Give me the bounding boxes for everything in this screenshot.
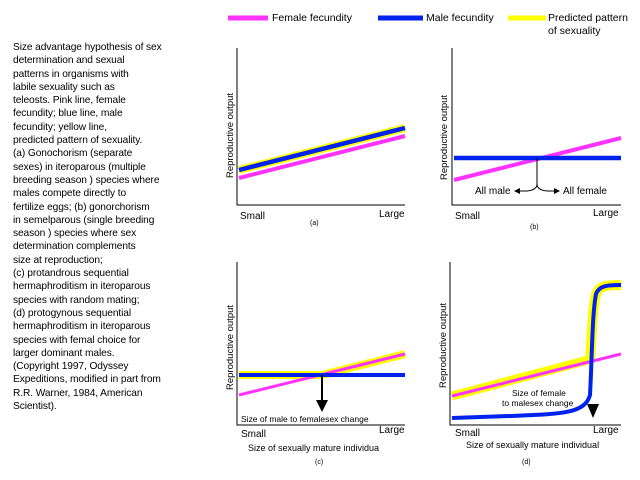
panel-a-male-line xyxy=(238,125,406,173)
panel-a-female-line xyxy=(238,134,406,180)
panel-c-axes xyxy=(236,262,405,426)
panel-c-tag: (c) xyxy=(315,459,324,466)
panel-b-ylabel: Reproductive output xyxy=(439,94,450,180)
panel-d-annotation-line2: to malesex change xyxy=(502,398,574,408)
panel-d-change-arrowhead xyxy=(587,404,599,418)
panel-d-xlabel: Size of sexually mature individual xyxy=(466,440,600,450)
panel-d-ylabel: Reproductive output xyxy=(438,302,449,388)
panel-c-xlabel: Size of sexually mature individua xyxy=(248,443,380,453)
panel-b-all-female-label: All female xyxy=(563,186,607,197)
panel-a-small-label: Small xyxy=(240,211,266,222)
panel-d-male-curve xyxy=(451,283,622,420)
panel-a xyxy=(236,48,406,206)
panel-b-right-brace xyxy=(536,183,556,192)
legend-predicted-label-2: of sexuality xyxy=(548,25,601,37)
panel-b-right-arrowhead xyxy=(554,188,560,194)
panel-b-small-label: Small xyxy=(455,211,481,222)
panel-d xyxy=(449,262,622,426)
panel-d-annotation-line1: Size of female xyxy=(512,388,566,398)
panel-a-axes xyxy=(236,48,405,206)
panel-a-ylabel: Reproductive output xyxy=(225,92,236,178)
figure-caption: Size advantage hypothesis of sex determi… xyxy=(13,42,162,413)
panel-c xyxy=(236,262,406,426)
panel-b-tag: (b) xyxy=(530,224,539,231)
panel-b-left-arrowhead xyxy=(514,188,520,194)
panel-d-tag: (d) xyxy=(522,459,531,466)
panel-a-large-label: Large xyxy=(379,209,405,220)
legend-predicted-label-1: Predicted pattern xyxy=(548,12,628,24)
panel-c-large-label: Large xyxy=(379,425,405,436)
panel-b-large-label: Large xyxy=(593,208,619,219)
panel-d-large-label: Large xyxy=(593,425,619,436)
panel-b-all-male-label: All male xyxy=(475,186,511,197)
panel-a-tag: (a) xyxy=(310,220,319,227)
legend-female-label: Female fecundity xyxy=(272,12,352,24)
panel-c-ylabel: Reproductive output xyxy=(225,304,236,390)
panel-c-annotation: Size of male to femalesex change xyxy=(241,414,369,424)
panel-b xyxy=(451,48,622,206)
panel-d-small-label: Small xyxy=(455,428,481,439)
legend-male-label: Male fecundity xyxy=(426,12,494,24)
panel-d-axes xyxy=(449,262,621,426)
panel-b-axes xyxy=(451,48,621,206)
panel-c-small-label: Small xyxy=(241,429,267,440)
panel-b-left-brace xyxy=(518,183,538,192)
panel-c-change-arrowhead xyxy=(316,400,328,412)
